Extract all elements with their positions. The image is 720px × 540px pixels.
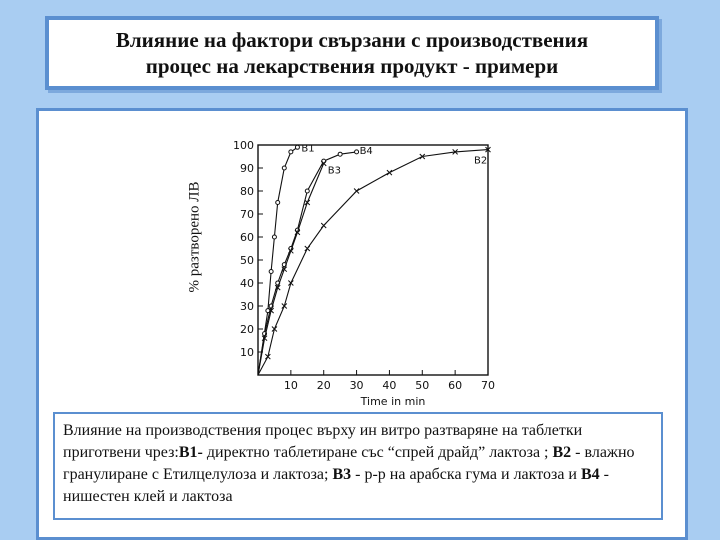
series-point-b2 <box>353 188 360 194</box>
title-line-2: процес на лекарствения продукт - примери <box>145 54 559 78</box>
series-point-b2 <box>265 353 271 360</box>
caption-box: Влияние на производствения процес върху … <box>53 412 663 520</box>
series-point-b2 <box>452 149 458 155</box>
x-tick-label-30: 30 <box>350 379 364 392</box>
series-point-b2 <box>271 326 278 332</box>
series-point-b1 <box>268 269 274 274</box>
y-tick-label-50: 50 <box>240 254 254 267</box>
series-line-b1 <box>257 146 298 376</box>
series-label-b3: B3 <box>328 165 341 176</box>
series-point-b3 <box>304 199 311 206</box>
series-line-b4 <box>257 151 357 376</box>
series-point-b1 <box>275 200 281 205</box>
x-tick-label-70: 70 <box>481 379 495 392</box>
series-label-b4: B4 <box>360 146 373 157</box>
series-point-b3 <box>268 307 274 314</box>
series-point-b2 <box>320 222 327 229</box>
caption-b2: B2 <box>552 444 572 461</box>
caption-text-5: - нишестен клей и лактоза <box>63 466 609 505</box>
series-point-b3 <box>288 247 294 254</box>
series-point-b4 <box>354 149 360 155</box>
y-tick-label-90: 90 <box>240 162 254 175</box>
dissolution-chart: 10 20 30 40 50 60 70 80 90 100 10 20 30 40 50 60 70 Time … <box>233 139 495 408</box>
title-line-1: Влияние на фактори свързани с производст… <box>115 28 589 52</box>
series-point-b4 <box>304 188 310 194</box>
y-tick-label-60: 60 <box>240 231 254 244</box>
caption-text-1: Влияние на производствения процес върху … <box>63 422 583 461</box>
series-point-b1 <box>271 234 277 240</box>
y-tick-label-40: 40 <box>240 277 254 290</box>
series-point-b1 <box>288 149 294 155</box>
series-point-b2 <box>288 280 294 286</box>
series-point-b2 <box>304 245 311 252</box>
series-point-b1 <box>294 144 300 150</box>
x-tick-label-20: 20 <box>317 379 331 392</box>
series-point-b3 <box>274 284 281 291</box>
y-tick-label-10: 10 <box>240 346 254 359</box>
y-tick-label-100: 100 <box>233 139 254 152</box>
series-line-b3 <box>257 163 325 376</box>
caption-text-2: директно таблетиране със “спрей драйд” л… <box>202 444 553 461</box>
series-point-b3 <box>320 160 327 167</box>
series-line-b2 <box>257 149 489 376</box>
x-axis-label: Time in min <box>360 395 426 408</box>
caption-b4: B4 <box>580 466 600 483</box>
y-tick-label-70: 70 <box>240 208 254 221</box>
series-point-b2 <box>485 146 491 153</box>
y-tick-label-80: 80 <box>240 185 254 198</box>
x-tick-label-10: 10 <box>284 379 298 392</box>
caption-b1: B1- <box>178 444 203 461</box>
caption-b3: B3 <box>332 466 352 483</box>
x-tick-label-60: 60 <box>448 379 462 392</box>
series-point-b2 <box>386 169 393 176</box>
caption-text-3: - влажно гранулиране с Етилцелулоза и ла… <box>63 444 635 483</box>
series-point-b1 <box>281 165 287 171</box>
series-point-b4 <box>337 151 343 157</box>
y-tick-label-30: 30 <box>240 300 254 313</box>
slide-title: Влияние на фактори свързани с производст… <box>45 16 659 90</box>
y-axis-label: % разтворено ЛВ <box>186 181 203 293</box>
x-tick-label-50: 50 <box>415 379 429 392</box>
series-point-b3 <box>281 266 288 273</box>
caption-text-4: - р-р на арабска гума и лактоза и <box>351 466 581 483</box>
series-label-b2: B2 <box>474 156 487 167</box>
series-point-b3 <box>261 335 268 342</box>
plot-frame <box>257 144 489 376</box>
y-tick-label-20: 20 <box>240 323 254 336</box>
series-point-b2 <box>281 303 288 309</box>
series-point-b2 <box>419 153 426 160</box>
series-point-b3 <box>294 229 301 236</box>
series-label-b1: B1 <box>301 143 314 154</box>
x-tick-label-40: 40 <box>382 379 396 392</box>
